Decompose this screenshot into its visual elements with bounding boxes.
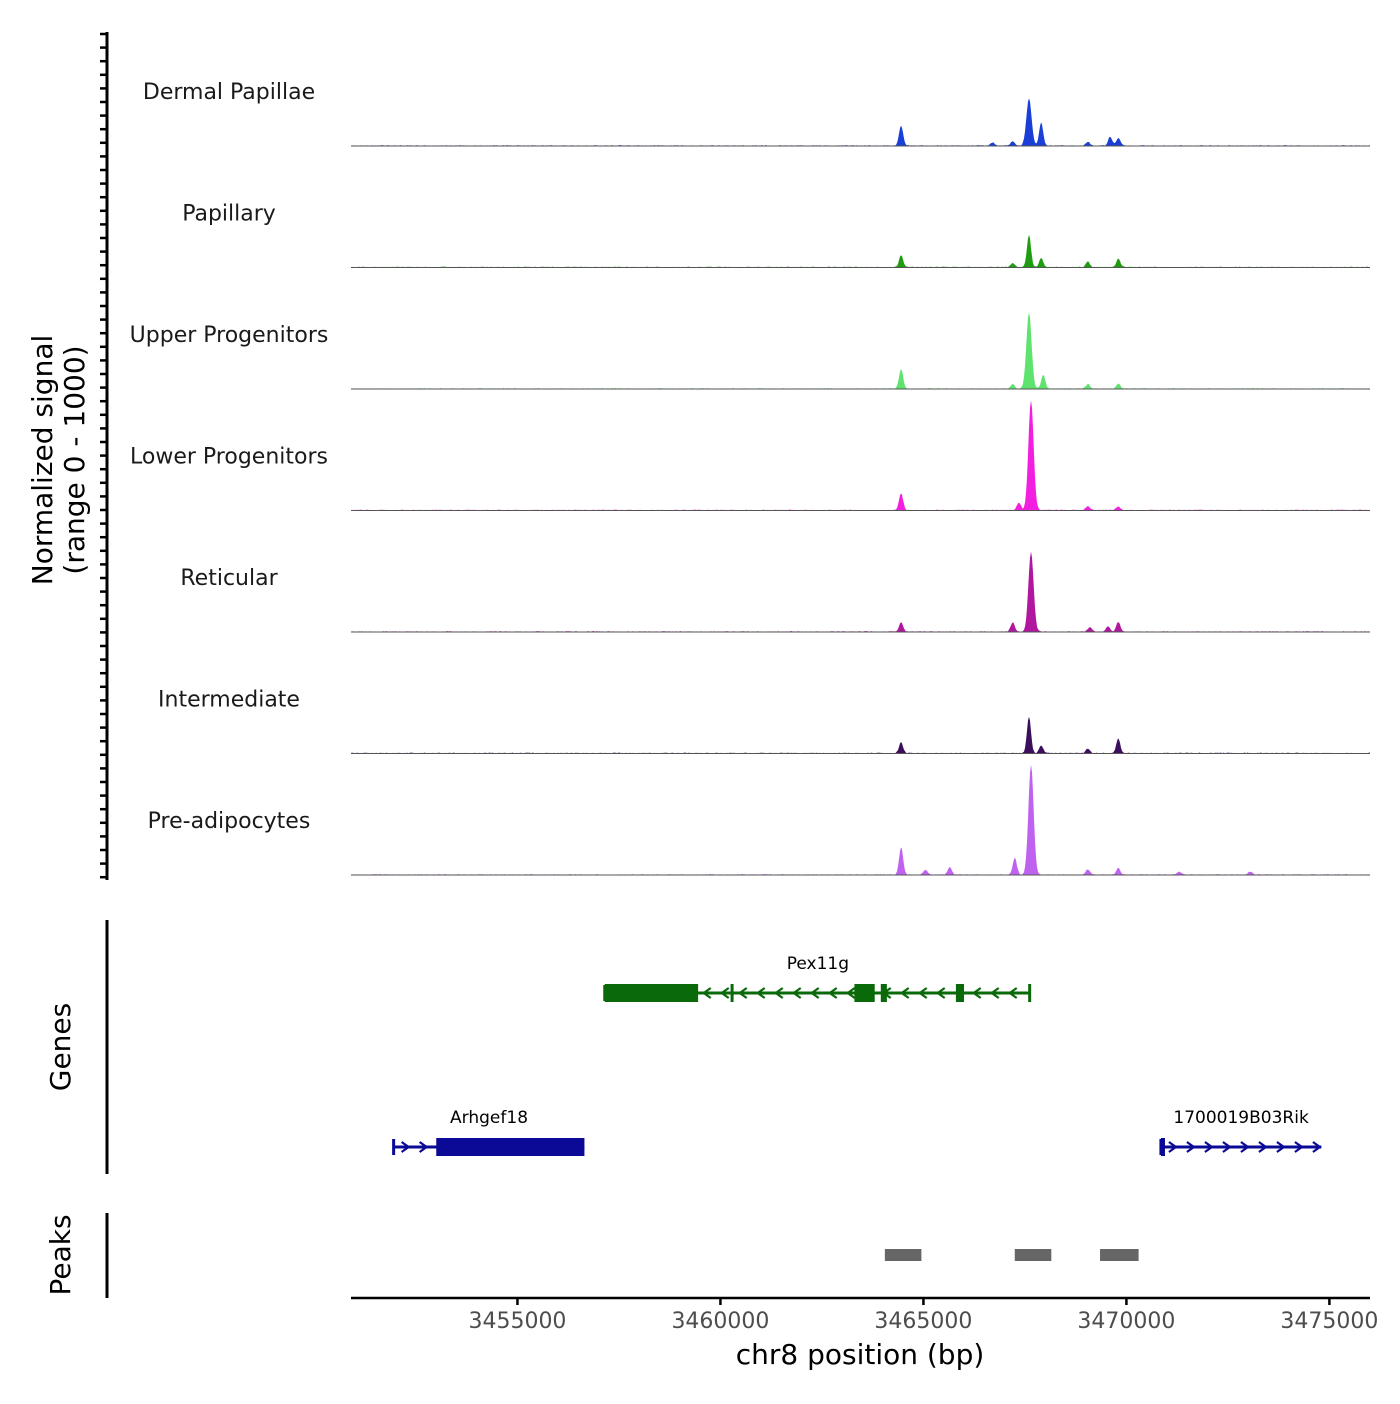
strand-arrow-icon [1204, 1141, 1214, 1153]
strand-arrow-icon [1168, 1141, 1178, 1153]
gene-exon-arhgef18 [436, 1138, 585, 1156]
y-axis-label-line2: (range 0 - 1000) [58, 345, 91, 574]
signal-area-intermediate [351, 716, 1370, 754]
strand-arrow-icon [791, 987, 802, 999]
peak-region [884, 1249, 922, 1261]
y-axis-label-line1: Normalized signal [26, 335, 59, 586]
peak-region [1014, 1249, 1052, 1261]
strand-arrow-icon [773, 987, 784, 999]
signal-area-lower-progenitors [351, 400, 1370, 511]
genes-panel-label: Genes [44, 1003, 77, 1091]
gene-label-arhgef18: Arhgef18 [450, 1108, 528, 1128]
strand-arrow-icon [1186, 1141, 1196, 1153]
strand-arrow-icon [719, 987, 730, 999]
track-label-reticular: Reticular [180, 566, 278, 591]
signal-area-papillary [351, 234, 1370, 268]
strand-arrow-icon [809, 987, 820, 999]
strand-arrow-icon [755, 987, 766, 999]
strand-arrow-icon [400, 1141, 411, 1153]
strand-arrow-icon [1258, 1141, 1268, 1153]
gene-label-1700019b03rik: 1700019B03Rik [1173, 1108, 1309, 1128]
x-tick-label: 3455000 [468, 1309, 566, 1334]
signal-area-dermal-papillae [351, 98, 1370, 146]
strand-arrow-icon [1007, 987, 1018, 999]
gene-exon-pex11g [955, 984, 965, 1002]
signal-area-upper-progenitors [351, 312, 1370, 389]
x-axis-label: chr8 position (bp) [736, 1338, 985, 1371]
gene-exon-pex11g [1028, 984, 1032, 1002]
x-tick-label: 3465000 [874, 1309, 972, 1334]
strand-arrow-icon [701, 987, 712, 999]
track-label-lower-progenitors: Lower Progenitors [130, 445, 328, 470]
signal-axis [100, 32, 109, 880]
x-tick-label: 3470000 [1077, 1309, 1175, 1334]
signal-area-reticular [351, 551, 1370, 632]
x-tick-label: 3460000 [671, 1309, 769, 1334]
strand-arrow-icon [827, 987, 838, 999]
gene-exon-pex11g [604, 984, 699, 1002]
strand-arrow-icon [1276, 1141, 1286, 1153]
x-tick-label: 3475000 [1280, 1309, 1378, 1334]
track-label-intermediate: Intermediate [158, 688, 300, 713]
gene-exon-pex11g [854, 984, 875, 1002]
gene-exon-pex11g [880, 984, 887, 1002]
signal-area-pre-adipocytes [351, 764, 1370, 875]
gene-label-pex11g: Pex11g [787, 954, 849, 974]
strand-arrow-icon [1240, 1141, 1250, 1153]
x-axis: 3455000 3460000 3465000 3470000 3475000 [351, 1296, 1378, 1334]
peaks-panel: Peaks [44, 1213, 1139, 1298]
gene-exon-1700019b03rik [1160, 1138, 1165, 1156]
track-label-papillary: Papillary [182, 202, 276, 227]
strand-arrow-icon [989, 987, 1000, 999]
strand-arrow-icon [1312, 1141, 1322, 1153]
strand-arrow-icon [737, 987, 748, 999]
strand-arrow-icon [845, 987, 856, 999]
strand-arrow-icon [1222, 1141, 1232, 1153]
strand-arrow-icon [917, 987, 928, 999]
strand-arrow-icon [1294, 1141, 1304, 1153]
strand-arrow-icon [971, 987, 982, 999]
gene-exon-pex11g [730, 984, 734, 1002]
peaks-panel-label: Peaks [44, 1214, 77, 1295]
track-label-dermal-papillae: Dermal Papillae [143, 80, 315, 105]
peak-region [1100, 1249, 1139, 1261]
strand-arrow-icon [418, 1141, 429, 1153]
track-label-upper-progenitors: Upper Progenitors [130, 323, 329, 348]
strand-arrow-icon [899, 987, 910, 999]
coverage-tracks: Dermal Papillae Papillary Upper Progenitor… [130, 80, 1370, 876]
genes-panel: Genes Pex11g Arhgef18 1700019B03Rik [44, 920, 1322, 1174]
strand-arrow-icon [935, 987, 946, 999]
track-label-pre-adipocytes: Pre-adipocytes [148, 809, 311, 834]
